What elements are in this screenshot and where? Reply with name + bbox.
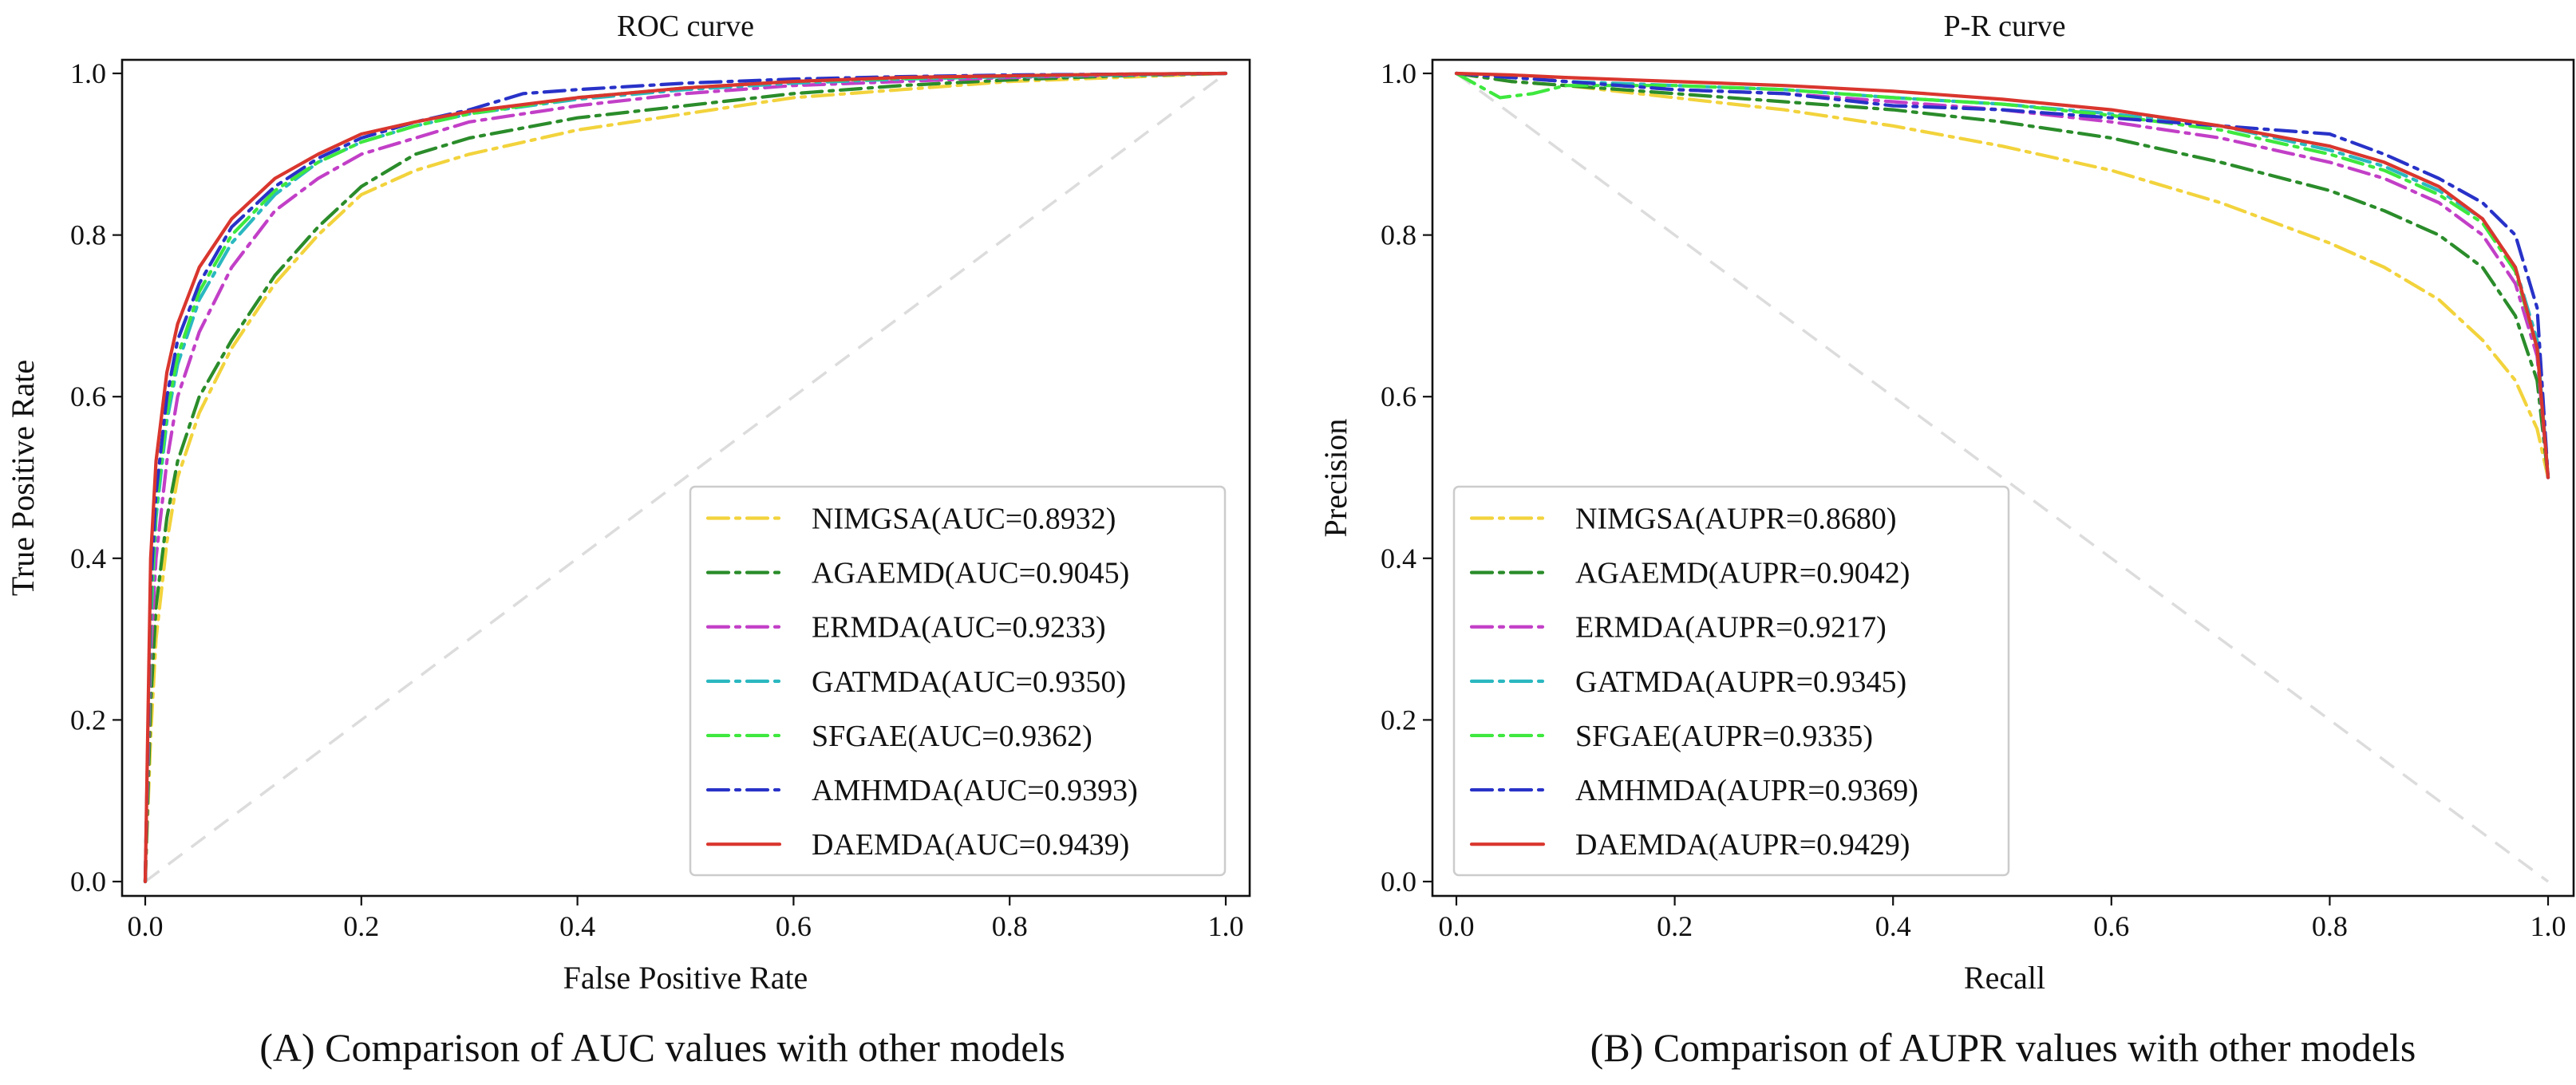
- pr-x-tick-label: 0.0: [1439, 910, 1475, 942]
- pr-series-line-amhmda: [1454, 71, 2550, 479]
- roc-legend-frame: [689, 485, 1227, 877]
- roc-legend-label-sfgae: SFGAE(AUC=0.9362): [812, 720, 1092, 753]
- pr-y-tick-label: 0.4: [1381, 542, 1416, 574]
- roc-y-axis-label: True Positive Rate: [5, 360, 41, 596]
- roc-legend-label-amhmda: AMHMDA(AUC=0.9393): [812, 774, 1138, 807]
- roc-x-tick-label: 0.2: [343, 910, 379, 942]
- roc-y-tick-label: 0.6: [70, 381, 106, 412]
- roc-legend-label-gatmda: GATMDA(AUC=0.9350): [812, 665, 1126, 699]
- pr-y-tick-label: 1.0: [1381, 57, 1416, 89]
- pr-x-tick-label: 0.4: [1875, 910, 1911, 942]
- pr-title: P-R curve: [1943, 10, 2065, 43]
- pr-plot-frame: [1431, 58, 2575, 898]
- roc-caption: (A) Comparison of AUC values with other …: [259, 1025, 1065, 1070]
- roc-y-tick-label: 0.2: [70, 704, 106, 736]
- pr-panel: P-R curve 0.0 0.2 0.4 0.6 0.8 1.0 0.0 0.2 0.4 0.6…: [1318, 10, 2575, 1070]
- pr-diagonal-reference-line: [1455, 72, 2550, 883]
- pr-series-line-sfgae: [1454, 71, 2550, 479]
- pr-series-line-ermda: [1454, 71, 2550, 479]
- pr-legend: NIMGSA(AUPR=0.8680) AGAEMD(AUPR=0.9042) ER…: [1452, 485, 2010, 877]
- roc-x-tick-label: 0.8: [992, 910, 1028, 942]
- roc-series-line-ermda: [143, 71, 1228, 884]
- pr-y-tick-label: 0.0: [1381, 866, 1416, 898]
- pr-x-tick-label: 0.8: [2312, 910, 2348, 942]
- pr-series-line-nimgsa: [1454, 71, 2550, 479]
- roc-title: ROC curve: [617, 10, 754, 43]
- pr-legend-label-gatmda: GATMDA(AUPR=0.9345): [1575, 665, 1906, 699]
- pr-series-line-gatmda: [1454, 71, 2550, 479]
- pr-x-tick-label: 1.0: [2531, 910, 2566, 942]
- roc-x-axis-label: False Positive Rate: [563, 960, 808, 996]
- roc-series-line-agaemd: [143, 71, 1228, 884]
- pr-caption: (B) Comparison of AUPR values with other…: [1590, 1025, 2416, 1070]
- roc-legend-label-agaemd: AGAEMD(AUC=0.9045): [812, 557, 1129, 590]
- pr-legend-label-ermda: ERMDA(AUPR=0.9217): [1575, 611, 1887, 645]
- roc-y-tick-label: 0.4: [70, 542, 106, 574]
- pr-x-tick-label: 0.6: [2093, 910, 2129, 942]
- pr-legend-label-daemda: DAEMDA(AUPR=0.9429): [1575, 828, 1910, 862]
- roc-diagonal-reference-line: [144, 72, 1227, 883]
- roc-y-tick-label: 1.0: [70, 57, 106, 89]
- pr-series-line-daemda: [1454, 71, 2550, 479]
- pr-x-axis-label: Recall: [1964, 960, 2045, 996]
- pr-legend-label-agaemd: AGAEMD(AUPR=0.9042): [1575, 557, 1910, 590]
- pr-legend-label-sfgae: SFGAE(AUPR=0.9335): [1575, 720, 1873, 753]
- pr-legend-label-amhmda: AMHMDA(AUPR=0.9369): [1575, 774, 1918, 807]
- pr-y-tick-label: 0.2: [1381, 704, 1416, 736]
- roc-plot-frame: [121, 58, 1251, 898]
- roc-y-tick-label: 0.0: [70, 866, 106, 898]
- roc-x-tick-label: 1.0: [1208, 910, 1244, 942]
- roc-x-tick-label: 0.0: [128, 910, 164, 942]
- pr-legend-frame: [1452, 485, 2010, 877]
- pr-y-axis-label: Precision: [1318, 419, 1353, 538]
- roc-legend-label-daemda: DAEMDA(AUC=0.9439): [812, 828, 1129, 862]
- roc-panel: ROC curve 0.0 0.2 0.4 0.6 0.8 1.0 0.0 0.2 0.4 0.6…: [5, 10, 1251, 1070]
- roc-legend: NIMGSA(AUC=0.8932) AGAEMD(AUC=0.9045) ERMD…: [689, 485, 1227, 877]
- roc-series-line-daemda: [143, 71, 1228, 884]
- roc-x-tick-label: 0.4: [559, 910, 595, 942]
- roc-series-line-nimgsa: [143, 71, 1228, 884]
- pr-x-tick-label: 0.2: [1657, 910, 1693, 942]
- pr-series-line-agaemd: [1454, 71, 2550, 479]
- pr-legend-label-nimgsa: NIMGSA(AUPR=0.8680): [1575, 503, 1897, 536]
- roc-legend-label-nimgsa: NIMGSA(AUC=0.8932): [812, 503, 1116, 536]
- pr-y-tick-label: 0.6: [1381, 381, 1416, 412]
- roc-x-tick-label: 0.6: [776, 910, 812, 942]
- roc-legend-label-ermda: ERMDA(AUC=0.9233): [812, 611, 1106, 645]
- roc-y-tick-label: 0.8: [70, 219, 106, 251]
- pr-y-tick-label: 0.8: [1381, 219, 1416, 251]
